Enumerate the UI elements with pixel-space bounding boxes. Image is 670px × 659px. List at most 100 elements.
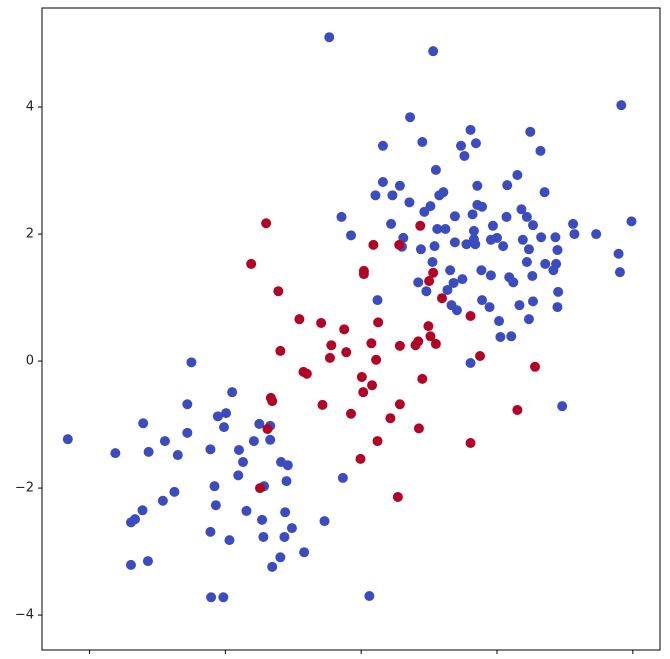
point	[246, 258, 257, 269]
point	[394, 399, 405, 410]
point	[280, 507, 291, 518]
y-tick-label: −4	[15, 608, 34, 623]
point	[137, 505, 148, 516]
point	[557, 401, 568, 412]
point	[457, 274, 468, 285]
point	[316, 317, 327, 328]
point	[470, 138, 481, 149]
point	[528, 296, 539, 307]
point	[591, 229, 602, 240]
point	[267, 396, 278, 407]
point	[423, 321, 434, 332]
y-tick-label: 0	[26, 354, 34, 369]
point	[508, 277, 519, 288]
point	[523, 314, 534, 325]
point	[346, 408, 356, 419]
point	[326, 340, 337, 351]
point	[273, 286, 284, 297]
point	[445, 265, 456, 276]
point	[275, 345, 286, 356]
point	[258, 531, 269, 542]
point	[539, 187, 550, 198]
point	[415, 244, 426, 255]
point	[413, 423, 424, 434]
point	[523, 244, 534, 255]
point	[254, 483, 265, 494]
point	[366, 338, 377, 349]
point	[358, 387, 369, 398]
point	[428, 46, 439, 57]
point	[495, 331, 506, 342]
point	[506, 331, 517, 342]
point	[370, 190, 381, 201]
point	[394, 340, 405, 351]
point	[449, 211, 460, 222]
point	[442, 284, 453, 295]
point	[387, 190, 398, 201]
point	[512, 170, 523, 181]
point	[386, 218, 397, 229]
point	[487, 220, 498, 231]
point	[241, 505, 252, 516]
point	[516, 204, 527, 215]
point	[448, 277, 459, 288]
point	[456, 140, 467, 151]
point	[227, 387, 238, 398]
point	[221, 408, 232, 419]
point	[417, 136, 428, 147]
point	[233, 470, 244, 481]
point	[553, 286, 564, 297]
point	[468, 225, 479, 236]
point	[501, 211, 512, 222]
point	[319, 516, 330, 527]
point	[218, 592, 229, 603]
point	[62, 434, 73, 445]
point	[459, 150, 470, 161]
point	[238, 457, 249, 468]
point	[182, 399, 193, 410]
point	[172, 450, 183, 461]
point	[552, 244, 563, 255]
point	[138, 418, 149, 429]
point	[472, 180, 483, 191]
point	[475, 350, 486, 361]
point	[336, 211, 347, 222]
point	[438, 187, 449, 198]
point	[392, 491, 403, 502]
point	[233, 444, 244, 455]
point	[440, 223, 451, 234]
point	[492, 232, 503, 243]
point	[267, 561, 278, 572]
point	[157, 495, 168, 506]
y-tick-label: −2	[15, 481, 34, 496]
point	[512, 404, 523, 415]
point	[286, 523, 297, 534]
point	[169, 486, 180, 497]
point	[373, 317, 384, 328]
point	[364, 591, 375, 602]
point	[371, 354, 382, 365]
point	[465, 124, 476, 135]
point	[494, 316, 505, 327]
point	[477, 295, 488, 306]
point	[206, 592, 217, 603]
point	[613, 248, 624, 259]
point	[465, 310, 476, 321]
point	[477, 201, 488, 212]
point	[301, 368, 312, 379]
point	[261, 218, 272, 229]
point	[143, 446, 154, 457]
point	[248, 436, 259, 447]
point	[372, 436, 383, 447]
point	[528, 220, 539, 231]
point	[224, 535, 235, 546]
point	[502, 180, 513, 191]
point	[265, 434, 276, 445]
point	[413, 277, 424, 288]
point	[498, 241, 509, 252]
point	[219, 422, 230, 433]
point	[130, 514, 141, 525]
point	[254, 418, 265, 429]
point	[324, 32, 335, 43]
